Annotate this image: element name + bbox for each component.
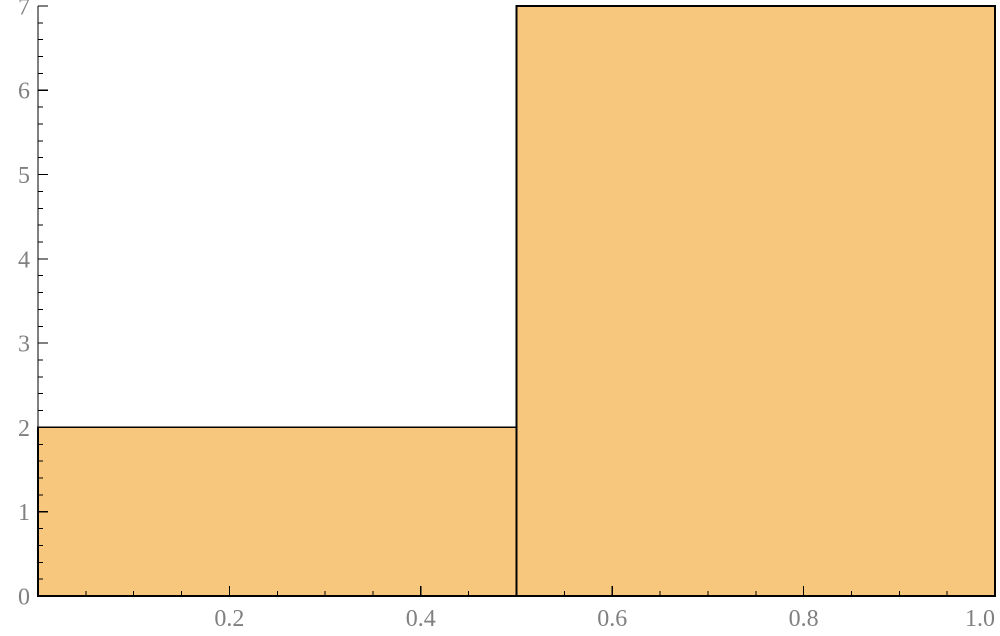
- y-tick-label: 1: [18, 500, 30, 526]
- y-tick-label: 0: [18, 584, 30, 610]
- y-tick-label: 7: [18, 0, 30, 20]
- histogram-bar: [517, 6, 996, 596]
- x-tick-label: 0.2: [214, 606, 244, 632]
- y-tick-label: 6: [18, 79, 30, 105]
- y-tick-label: 3: [18, 332, 30, 358]
- x-tick-label: 0.4: [406, 606, 436, 632]
- y-tick-label: 4: [18, 247, 30, 273]
- x-tick-label: 0.6: [597, 606, 627, 632]
- y-tick-label: 2: [18, 416, 30, 442]
- histogram-bar: [38, 427, 517, 596]
- chart-canvas: 0.2 0.4 0.6 0.8 1.0 0 1 2 3 4 5 6 7: [0, 0, 1000, 636]
- y-tick-label: 5: [18, 163, 30, 189]
- x-tick-label: 0.8: [789, 606, 819, 632]
- histogram-chart: 0.2 0.4 0.6 0.8 1.0 0 1 2 3 4 5 6 7: [0, 0, 1000, 636]
- x-tick-label: 1.0: [965, 606, 995, 632]
